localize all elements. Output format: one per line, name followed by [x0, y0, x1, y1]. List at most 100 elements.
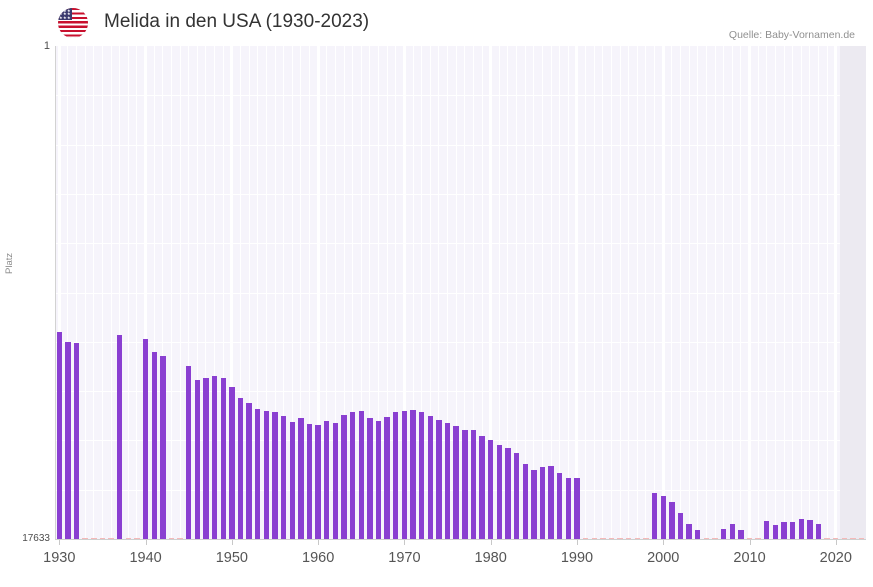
- bar: [444, 422, 451, 539]
- grid-line-horizontal: [55, 391, 866, 392]
- grid-line-horizontal: [55, 342, 866, 343]
- x-axis-tick-label: 1960: [302, 550, 335, 566]
- bar: [237, 397, 244, 539]
- bar-no-data-marker: [643, 538, 649, 539]
- x-axis-tick-label: 2000: [647, 550, 680, 566]
- bar-no-data-marker: [134, 538, 140, 539]
- no-data-shaded-region: [840, 46, 866, 539]
- bar: [272, 411, 278, 539]
- bar: [565, 478, 572, 539]
- flag-canton: [58, 8, 72, 20]
- grid-line-vertical: [680, 46, 681, 539]
- bar-no-data-marker: [91, 538, 97, 539]
- grid-line-vertical: [498, 46, 500, 539]
- grid-line-vertical: [101, 46, 103, 539]
- x-axis-tick-mark: [146, 540, 147, 545]
- x-axis-tick-label: 1930: [43, 550, 76, 566]
- x-axis-tick-label: 1940: [129, 550, 162, 566]
- bar: [505, 448, 511, 539]
- bar: [306, 424, 313, 539]
- grid-line-vertical: [214, 46, 216, 539]
- bar: [367, 417, 373, 539]
- bar: [73, 342, 80, 539]
- grid-line-vertical: [723, 46, 725, 539]
- grid-line-vertical: [170, 46, 172, 539]
- bar: [280, 416, 287, 539]
- bar: [531, 470, 537, 539]
- bar: [686, 524, 692, 539]
- bar: [263, 411, 270, 539]
- bar-no-data-marker: [850, 538, 856, 539]
- bar: [772, 525, 779, 539]
- bar-no-data-marker: [99, 538, 106, 539]
- bar: [255, 408, 261, 539]
- grid-line-vertical: [179, 46, 181, 539]
- grid-line-vertical: [628, 46, 630, 539]
- grid-line-vertical: [300, 46, 302, 539]
- bar: [358, 410, 364, 539]
- grid-line-vertical: [472, 46, 474, 539]
- grid-line-vertical: [378, 46, 380, 539]
- bar-no-data-marker: [626, 538, 632, 539]
- grid-line-vertical: [309, 46, 311, 539]
- grid-line-vertical: [610, 46, 612, 539]
- grid-line-vertical: [489, 46, 493, 539]
- bar: [764, 520, 770, 539]
- bar: [738, 530, 744, 539]
- grid-line-vertical: [429, 46, 431, 539]
- grid-line-vertical: [516, 46, 518, 539]
- bar-no-data-marker: [177, 538, 183, 539]
- grid-line-vertical: [352, 46, 354, 539]
- grid-line-vertical: [316, 46, 320, 539]
- bar: [522, 464, 528, 539]
- bar: [220, 377, 226, 539]
- grid-line-vertical: [783, 46, 785, 539]
- grid-line-vertical: [196, 46, 198, 539]
- x-axis-tick-mark: [663, 540, 664, 545]
- bar-no-data-marker: [608, 538, 615, 539]
- grid-line-vertical: [688, 46, 690, 539]
- grid-line-vertical: [412, 46, 414, 539]
- bar: [651, 493, 658, 539]
- grid-line-vertical: [93, 46, 95, 539]
- grid-line-horizontal: [55, 95, 866, 96]
- grid-line-vertical: [248, 46, 250, 539]
- bar: [815, 523, 822, 539]
- grid-line-vertical: [369, 46, 371, 539]
- bar-no-data-marker: [755, 538, 761, 539]
- bar: [470, 430, 477, 539]
- bar-no-data-marker: [582, 538, 589, 539]
- grid-line-vertical: [654, 46, 656, 539]
- bar: [660, 495, 666, 539]
- bar: [720, 529, 727, 539]
- x-axis-tick-label: 2010: [733, 550, 766, 566]
- bar: [289, 422, 295, 539]
- grid-line-vertical: [438, 46, 440, 539]
- grid-line-vertical: [705, 46, 707, 539]
- grid-line-horizontal: [55, 145, 866, 146]
- grid-line-vertical: [774, 46, 776, 539]
- grid-line-vertical: [818, 46, 820, 539]
- grid-line-vertical: [507, 46, 509, 539]
- bar-no-data-marker: [703, 538, 710, 539]
- x-axis-line: [55, 539, 866, 540]
- grid-line-horizontal: [55, 194, 866, 195]
- bar-no-data-marker: [591, 538, 597, 539]
- bar: [807, 519, 813, 539]
- x-axis-tick-mark: [404, 540, 405, 545]
- x-axis-tick-mark: [577, 540, 578, 545]
- x-axis-tick-mark: [318, 540, 319, 545]
- bar: [557, 473, 563, 539]
- grid-line-vertical: [343, 46, 345, 539]
- grid-line-vertical: [645, 46, 647, 539]
- bar: [142, 339, 149, 539]
- grid-line-vertical: [136, 46, 138, 539]
- bar: [384, 417, 390, 539]
- bar-no-data-marker: [617, 538, 623, 539]
- grid-line-vertical: [585, 46, 587, 539]
- grid-line-vertical: [230, 46, 234, 539]
- bar: [393, 411, 399, 539]
- grid-line-vertical: [834, 46, 838, 539]
- bar: [324, 421, 330, 539]
- bar: [436, 419, 442, 539]
